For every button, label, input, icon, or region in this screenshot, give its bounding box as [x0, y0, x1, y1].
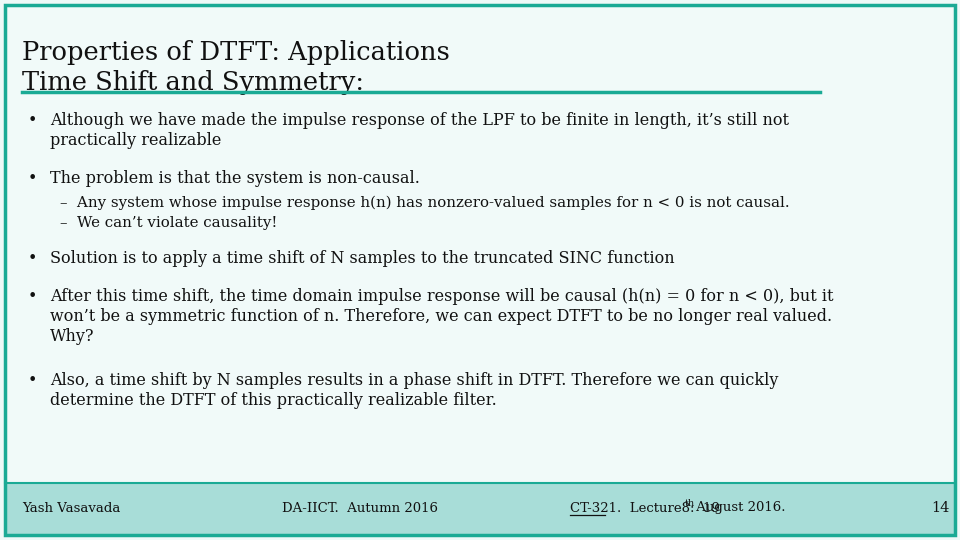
- Text: •: •: [28, 250, 37, 267]
- Text: CT-321.  Lecture8:  19: CT-321. Lecture8: 19: [570, 502, 720, 515]
- Text: •: •: [28, 112, 37, 129]
- Bar: [5, 483, 955, 535]
- Text: •: •: [28, 170, 37, 187]
- Text: August 2016.: August 2016.: [692, 502, 785, 515]
- Text: th: th: [685, 498, 695, 508]
- Text: The problem is that the system is non-causal.: The problem is that the system is non-ca…: [50, 170, 420, 187]
- Text: won’t be a symmetric function of n. Therefore, we can expect DTFT to be no longe: won’t be a symmetric function of n. Ther…: [50, 308, 832, 325]
- Text: –  Any system whose impulse response h(n) has nonzero-valued samples for n < 0 i: – Any system whose impulse response h(n)…: [60, 196, 790, 211]
- Text: 14: 14: [931, 501, 949, 515]
- Text: Although we have made the impulse response of the LPF to be finite in length, it: Although we have made the impulse respon…: [50, 112, 789, 129]
- Text: •: •: [28, 372, 37, 389]
- Text: DA-IICT.  Autumn 2016: DA-IICT. Autumn 2016: [282, 502, 438, 515]
- Text: determine the DTFT of this practically realizable filter.: determine the DTFT of this practically r…: [50, 392, 496, 409]
- Text: Time Shift and Symmetry:: Time Shift and Symmetry:: [22, 70, 364, 95]
- Text: –  We can’t violate causality!: – We can’t violate causality!: [60, 216, 277, 230]
- Text: Also, a time shift by N samples results in a phase shift in DTFT. Therefore we c: Also, a time shift by N samples results …: [50, 372, 779, 389]
- Text: practically realizable: practically realizable: [50, 132, 222, 149]
- Text: Solution is to apply a time shift of N samples to the truncated SINC function: Solution is to apply a time shift of N s…: [50, 250, 675, 267]
- Text: After this time shift, the time domain impulse response will be causal (h(n) = 0: After this time shift, the time domain i…: [50, 288, 833, 305]
- Text: •: •: [28, 288, 37, 305]
- Text: Properties of DTFT: Applications: Properties of DTFT: Applications: [22, 40, 450, 65]
- Text: Yash Vasavada: Yash Vasavada: [22, 502, 120, 515]
- Text: Why?: Why?: [50, 328, 94, 345]
